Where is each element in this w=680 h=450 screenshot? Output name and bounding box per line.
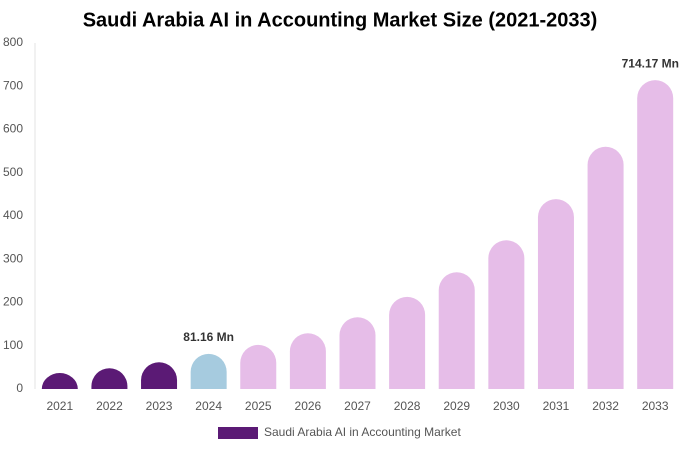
legend-swatch bbox=[218, 427, 258, 439]
x-tick-label: 2029 bbox=[443, 399, 470, 413]
x-tick-label: 2024 bbox=[195, 399, 222, 413]
x-tick-label: 2025 bbox=[245, 399, 272, 413]
y-tick-label: 0 bbox=[16, 381, 23, 395]
bar bbox=[637, 80, 674, 389]
x-tick-label: 2021 bbox=[46, 399, 73, 413]
y-tick-label: 100 bbox=[3, 338, 23, 352]
y-tick-label: 400 bbox=[3, 208, 23, 222]
bar bbox=[537, 199, 574, 389]
bar bbox=[438, 272, 475, 389]
y-tick-label: 300 bbox=[3, 251, 23, 265]
x-tick-label: 2033 bbox=[642, 399, 669, 413]
value-label: 714.17 Mn bbox=[622, 56, 679, 70]
bar bbox=[41, 373, 78, 389]
y-tick-label: 600 bbox=[3, 122, 23, 136]
y-tick-label: 800 bbox=[3, 35, 23, 49]
x-tick-label: 2032 bbox=[592, 399, 619, 413]
bar bbox=[339, 317, 376, 389]
bar bbox=[240, 344, 277, 389]
x-tick-label: 2030 bbox=[493, 399, 520, 413]
value-label: 81.16 Mn bbox=[183, 330, 234, 344]
bar bbox=[488, 240, 525, 389]
bar bbox=[190, 353, 227, 389]
bar bbox=[389, 296, 426, 389]
legend-label: Saudi Arabia AI in Accounting Market bbox=[264, 425, 461, 439]
y-tick-label: 500 bbox=[3, 165, 23, 179]
chart-title: Saudi Arabia AI in Accounting Market Siz… bbox=[83, 9, 598, 31]
bar bbox=[141, 362, 178, 389]
x-tick-label: 2031 bbox=[543, 399, 570, 413]
bar bbox=[91, 368, 128, 389]
y-tick-label: 200 bbox=[3, 295, 23, 309]
x-tick-label: 2022 bbox=[96, 399, 123, 413]
bar bbox=[289, 333, 326, 389]
x-tick-label: 2023 bbox=[146, 399, 173, 413]
x-tick-label: 2027 bbox=[344, 399, 371, 413]
x-tick-label: 2028 bbox=[394, 399, 421, 413]
y-tick-label: 700 bbox=[3, 78, 23, 92]
bar bbox=[587, 146, 624, 389]
x-tick-label: 2026 bbox=[295, 399, 322, 413]
